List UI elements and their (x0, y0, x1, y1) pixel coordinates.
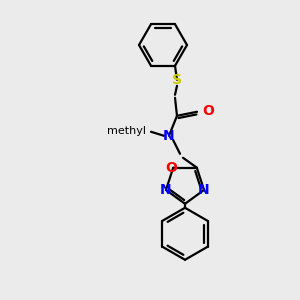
Text: S: S (172, 73, 182, 87)
Text: O: O (202, 104, 214, 118)
Text: methyl: methyl (107, 126, 146, 136)
Text: N: N (163, 129, 175, 143)
Text: O: O (165, 160, 177, 175)
Text: N: N (198, 183, 210, 197)
Text: N: N (160, 183, 172, 197)
